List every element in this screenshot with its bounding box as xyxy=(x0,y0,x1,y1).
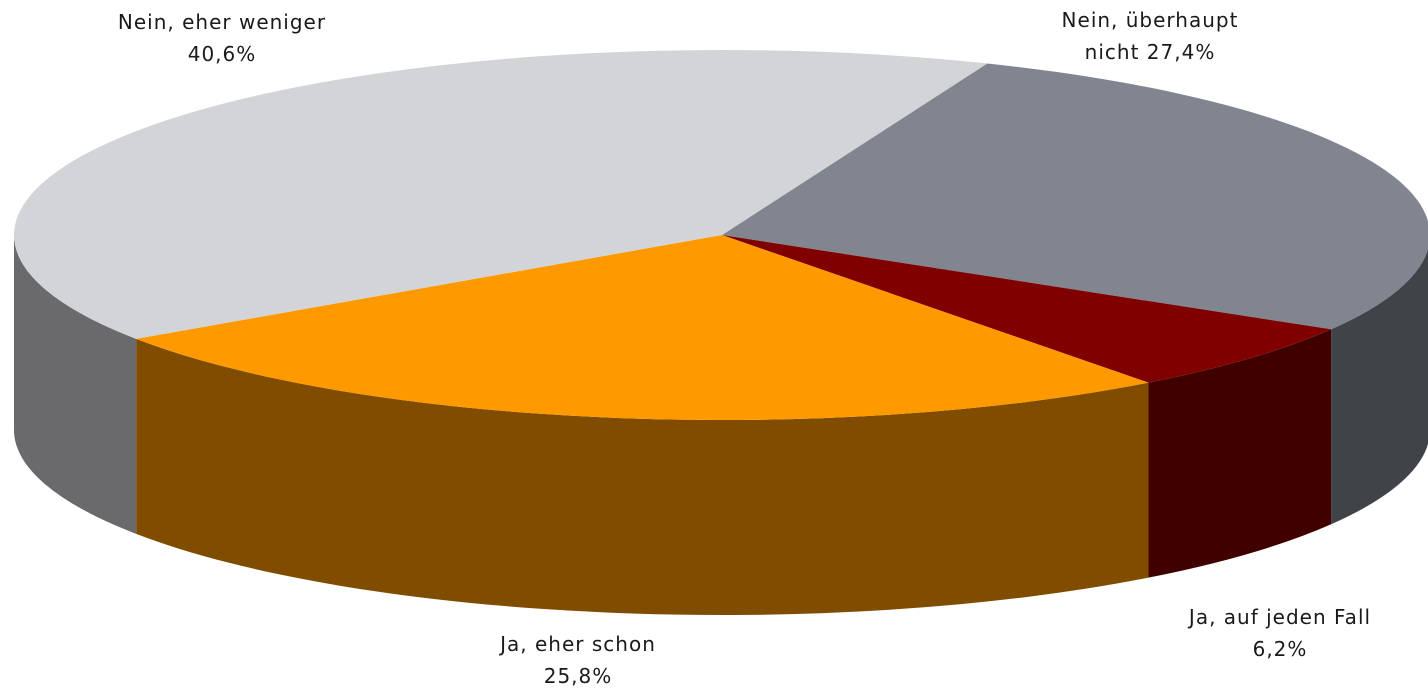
slice xyxy=(722,235,1332,383)
slice-name: Ja, auf jeden Fall xyxy=(1188,605,1372,629)
slice xyxy=(722,63,1428,330)
slice-value: 25,8% xyxy=(543,664,613,688)
slice-value: 6,2% xyxy=(1252,637,1308,661)
slice-value: 40,6% xyxy=(187,42,257,66)
slice-label: Ja, eher schon 25,8% xyxy=(428,628,728,692)
slice-value: 27,4% xyxy=(1146,40,1216,64)
slice-label: Ja, auf jeden Fall 6,2% xyxy=(1130,601,1428,665)
slice-side xyxy=(14,235,137,534)
slice xyxy=(14,50,988,339)
slice-side xyxy=(1331,248,1428,525)
slice-side xyxy=(1148,329,1332,578)
slice-name: Nein, eher weniger xyxy=(117,10,327,34)
slice-side xyxy=(136,338,1149,615)
slice xyxy=(136,235,1149,420)
slice-label: Nein, überhaupt nicht 27,4% xyxy=(1045,4,1255,68)
slice-name: Ja, eher schon xyxy=(500,632,656,656)
slice-name: Nein, überhaupt nicht xyxy=(1061,8,1239,64)
slice-label: Nein, eher weniger 40,6% xyxy=(72,6,372,70)
